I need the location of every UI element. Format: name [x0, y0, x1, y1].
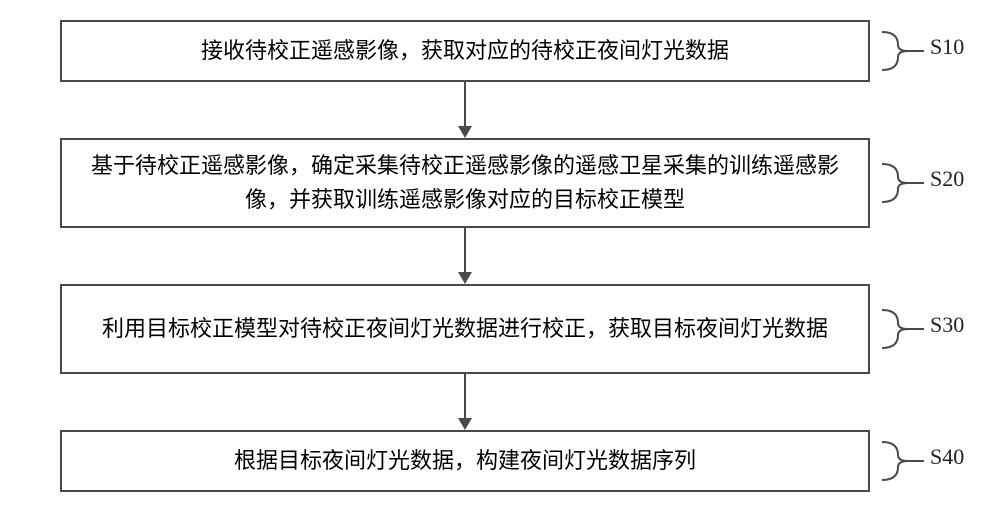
flow-node-s20: 基于待校正遥感影像，确定采集待校正遥感影像的遥感卫星采集的训练遥感影像，并获取训…	[60, 138, 870, 228]
flow-node-s10-text: 接收待校正遥感影像，获取对应的待校正夜间灯光数据	[76, 34, 854, 68]
arrow-shaft	[464, 228, 466, 272]
brace-icon	[878, 306, 926, 352]
arrow-shaft	[464, 82, 466, 126]
flow-label-s20: S20	[930, 166, 964, 192]
flow-label-s10: S10	[930, 34, 964, 60]
flowchart-canvas: 接收待校正遥感影像，获取对应的待校正夜间灯光数据 S10 基于待校正遥感影像，确…	[0, 0, 1000, 520]
flow-node-s30-text: 利用目标校正模型对待校正夜间灯光数据进行校正，获取目标夜间灯光数据	[76, 312, 854, 346]
flow-node-s40: 根据目标夜间灯光数据，构建夜间灯光数据序列	[60, 430, 870, 492]
flow-label-s40: S40	[930, 444, 964, 470]
flow-node-s10: 接收待校正遥感影像，获取对应的待校正夜间灯光数据	[60, 20, 870, 82]
flow-node-s40-text: 根据目标夜间灯光数据，构建夜间灯光数据序列	[76, 444, 854, 478]
brace-icon	[878, 28, 926, 74]
brace-icon	[878, 160, 926, 206]
arrow-head-icon	[458, 272, 472, 284]
brace-icon	[878, 438, 926, 484]
flow-node-s30: 利用目标校正模型对待校正夜间灯光数据进行校正，获取目标夜间灯光数据	[60, 284, 870, 374]
flow-node-s20-text: 基于待校正遥感影像，确定采集待校正遥感影像的遥感卫星采集的训练遥感影像，并获取训…	[76, 149, 854, 217]
flow-label-s30: S30	[930, 312, 964, 338]
arrow-head-icon	[458, 418, 472, 430]
arrow-shaft	[464, 374, 466, 418]
arrow-head-icon	[458, 126, 472, 138]
